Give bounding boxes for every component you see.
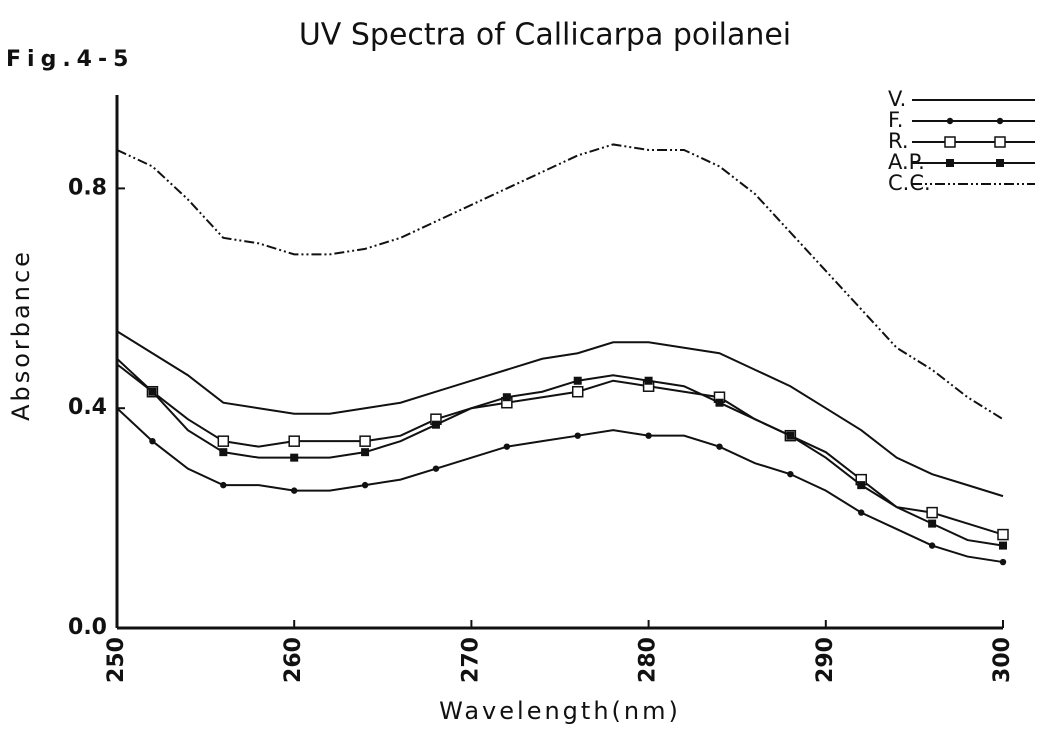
data-point (999, 558, 1007, 566)
data-point (220, 481, 227, 489)
series-line (116, 407, 1004, 564)
data-point (928, 542, 936, 549)
data-point (432, 465, 440, 472)
data-point (148, 387, 157, 396)
x-tick-label: 290 (813, 637, 838, 683)
data-point (571, 385, 584, 398)
legend-marker (996, 117, 1004, 125)
data-point (149, 437, 156, 445)
data-point (857, 481, 866, 490)
data-point (503, 443, 511, 450)
series-line (116, 330, 1004, 498)
data-point (502, 393, 511, 402)
legend-label: C.C. (888, 171, 931, 195)
data-point (716, 443, 723, 450)
legend-marker (946, 117, 954, 125)
data-point (928, 519, 937, 528)
x-tick-label: 300 (990, 637, 1015, 683)
x-axis-label: Wavelength(nm) (439, 697, 681, 725)
data-point (290, 453, 299, 462)
legend-marker (946, 159, 954, 167)
x-tick-label: 260 (281, 637, 306, 683)
legend-marker (944, 136, 956, 148)
x-tick-label: 270 (458, 637, 483, 683)
legend-label: F. (888, 108, 903, 132)
data-point (997, 528, 1009, 541)
series-line (116, 143, 1004, 421)
data-point (786, 431, 795, 440)
chart-title: UV Spectra of Callicarpa poilanei (299, 18, 791, 53)
data-point (999, 541, 1007, 550)
figure-label: Fig.4-5 (6, 47, 134, 72)
y-axis-label: Absorbance (7, 249, 35, 421)
data-point (715, 398, 724, 407)
legend-marker (996, 159, 1004, 167)
data-point (219, 448, 228, 457)
data-point (644, 376, 653, 385)
x-tick-label: 280 (636, 637, 661, 683)
y-tick-label: 0.4 (68, 395, 107, 420)
data-point (574, 432, 581, 439)
data-point (787, 470, 794, 478)
data-point (431, 420, 440, 429)
legend-label: V. (888, 87, 906, 111)
series-line (116, 358, 1004, 536)
y-tick-label: 0.8 (68, 175, 107, 200)
data-point (291, 487, 298, 494)
data-point (858, 509, 865, 516)
data-point (926, 506, 938, 519)
series-line (116, 363, 1004, 547)
data-point (288, 435, 300, 447)
legend-label: R. (888, 129, 909, 153)
data-point (361, 448, 370, 457)
x-tick-label: 250 (104, 637, 129, 683)
y-tick-label: 0.0 (68, 615, 107, 640)
data-point (361, 481, 369, 489)
data-point (217, 435, 230, 447)
data-point (359, 435, 371, 447)
legend-marker (994, 136, 1006, 148)
data-point (573, 376, 582, 385)
data-point (645, 432, 652, 439)
